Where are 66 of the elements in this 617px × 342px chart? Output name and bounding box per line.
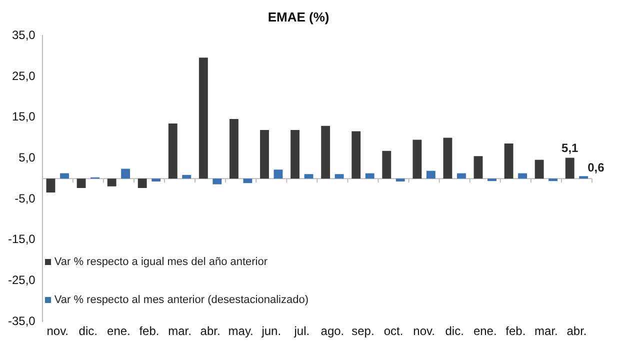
bar — [60, 173, 69, 179]
bar — [260, 130, 269, 179]
x-tick-label: mar. — [534, 324, 558, 338]
legend-label: Var % respecto al mes anterior (desestacionalizado) — [54, 294, 308, 306]
bar — [168, 123, 178, 179]
y-tick-label: -15,0 — [8, 232, 36, 246]
x-tick-label: ene. — [107, 324, 130, 338]
y-tick-label: -35,0 — [8, 314, 36, 328]
y-tick-label: 15,0 — [12, 110, 36, 124]
data-label: 0,6 — [588, 160, 605, 174]
bar — [304, 174, 314, 179]
y-tick-label: 5,0 — [18, 150, 36, 164]
bar — [548, 178, 558, 182]
bar — [274, 170, 283, 179]
bar — [182, 174, 192, 179]
bar — [46, 178, 56, 192]
data-label: 5,1 — [562, 141, 579, 156]
bar — [243, 178, 252, 184]
y-tick-label: 25,0 — [12, 68, 36, 83]
bar — [412, 140, 422, 179]
bar — [426, 170, 436, 179]
bar — [212, 178, 222, 184]
bar — [76, 178, 86, 188]
bar — [334, 174, 344, 179]
x-tick-label: jul. — [293, 324, 310, 338]
bar — [534, 160, 544, 179]
x-tick-label: jun. — [260, 324, 282, 338]
bar — [565, 158, 574, 179]
x-tick-label: may. — [228, 324, 254, 338]
x-tick-label: dic. — [78, 324, 98, 338]
x-tick-label: ene. — [473, 324, 497, 338]
bar — [443, 138, 452, 179]
x-tick-label: feb. — [506, 324, 526, 338]
bar — [396, 178, 405, 182]
bar — [518, 173, 527, 179]
y-tick-label: 35,0 — [12, 28, 36, 42]
bar — [121, 168, 130, 179]
x-tick-label: feb. — [139, 324, 160, 338]
bar — [230, 118, 238, 179]
bar — [290, 130, 300, 179]
x-tick-label: dic. — [445, 324, 464, 338]
x-tick-label: nov. — [413, 324, 435, 338]
bar — [488, 178, 496, 182]
x-tick-label: ago. — [320, 324, 344, 338]
x-tick-label: mar. — [168, 324, 192, 338]
x-tick-label: abr. — [200, 324, 220, 338]
chart-title: EMAE (%) — [268, 9, 330, 24]
bar — [504, 143, 514, 179]
bar — [365, 173, 374, 179]
x-tick-label: abr. — [566, 324, 587, 338]
y-tick-label: -5,0 — [14, 191, 36, 206]
bar — [198, 58, 208, 179]
bar — [152, 178, 161, 182]
bar — [382, 150, 392, 179]
y-tick-label: -25,0 — [8, 273, 36, 288]
legend-label: Var % respecto a igual mes del año anterior — [54, 256, 268, 268]
bar — [107, 178, 116, 186]
bar — [138, 178, 147, 188]
bar — [352, 131, 361, 179]
bar — [456, 173, 466, 179]
bar — [474, 156, 483, 179]
bar — [579, 176, 588, 179]
bar — [321, 126, 330, 179]
x-tick-label: nov. — [46, 324, 69, 338]
x-tick-label: oct. — [384, 324, 404, 338]
x-tick-label: sep. — [352, 324, 374, 338]
